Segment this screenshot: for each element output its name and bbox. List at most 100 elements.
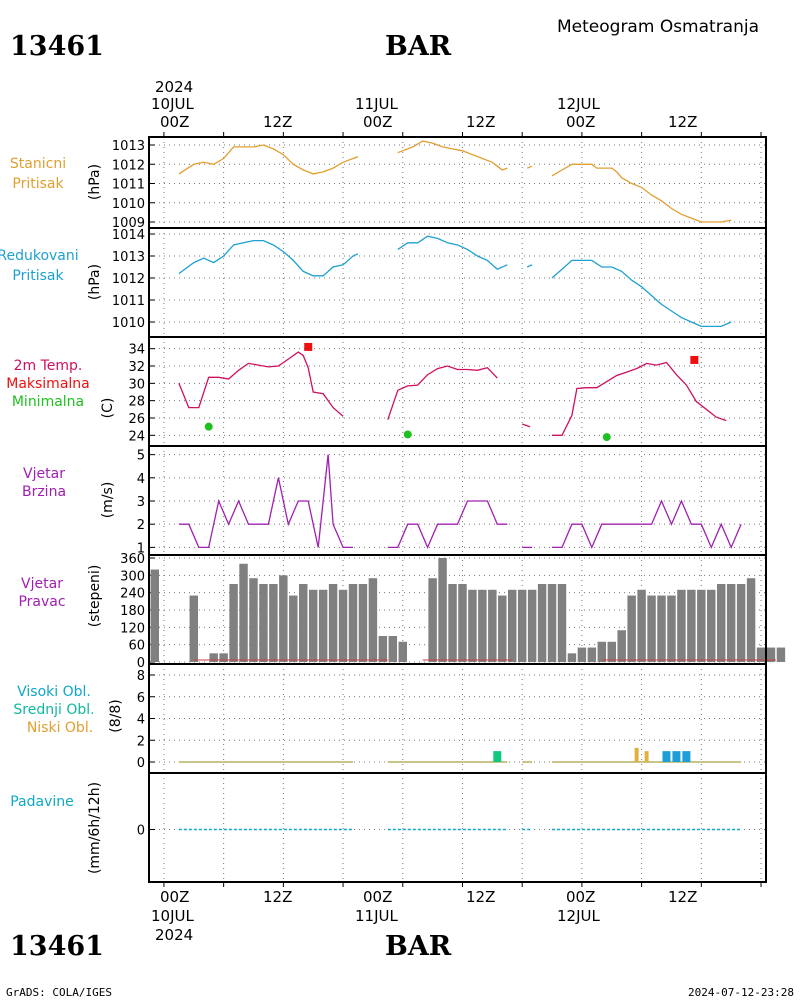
wind-dir-bar — [209, 653, 218, 662]
wind-speed-label-2: Brzina — [22, 484, 66, 500]
y-tick-label: 240 — [120, 587, 145, 602]
y-tick-label: 6 — [137, 691, 145, 706]
temperature-line — [387, 365, 498, 420]
hour-label-bottom-6: 12Z — [668, 888, 697, 906]
wind-dir-bar — [687, 589, 696, 662]
wind-dir-bar — [537, 584, 547, 662]
wind-dir-bar — [736, 584, 746, 662]
panel-frame — [148, 336, 767, 447]
wind-dir-label-1: Vjetar — [21, 576, 63, 592]
wind-speed-line — [552, 499, 742, 550]
reduced-pressure-line — [178, 239, 359, 277]
pressure-unit: (hPa) — [87, 164, 103, 200]
temp-label-3: Minimalna — [12, 394, 84, 410]
wind-dir-bar — [289, 595, 298, 662]
station-name-bottom: BAR — [385, 931, 452, 962]
y-tick-label: 2 — [137, 734, 145, 749]
wind-dir-bar — [308, 589, 318, 662]
wind-speed-line — [387, 500, 508, 550]
wind-dir-bar — [746, 578, 756, 662]
reduced-pressure-line — [526, 264, 533, 268]
y-tick-label: 1011 — [112, 178, 145, 193]
y-tick-label: 3 — [137, 495, 145, 510]
hour-label-bottom-3: 00Z — [363, 888, 392, 906]
temperature-line — [178, 351, 344, 417]
y-tick-label: 1010 — [112, 316, 145, 331]
day-label-top-2: 11JUL — [355, 95, 398, 113]
pressure-line — [551, 163, 732, 223]
wind-dir-bar — [567, 653, 577, 662]
hour-label-top-1: 00Z — [160, 113, 189, 131]
wind-dir-bar — [279, 575, 288, 662]
y-tick-label: 1013 — [112, 139, 145, 154]
wind-dir-bar — [647, 595, 656, 662]
y-tick-label: 1009 — [112, 216, 145, 231]
wind-dir-bar — [726, 584, 736, 662]
wind-dir-bar — [428, 578, 437, 662]
pressure-line — [178, 144, 359, 175]
station-id-bottom: 13461 — [10, 931, 104, 962]
start-year-bottom: 2024 — [155, 926, 193, 944]
wind-dir-bar — [368, 578, 378, 662]
y-tick-label: 0 — [137, 656, 145, 671]
wind-dir-bar — [488, 589, 497, 662]
wind-dir-bar — [597, 641, 607, 662]
panel-frame — [148, 445, 767, 556]
y-tick-label: 28 — [128, 395, 145, 410]
wind-dir-bar — [249, 578, 258, 662]
hour-label-top-4: 12Z — [466, 113, 495, 131]
y-tick-label: 4 — [137, 713, 145, 728]
reduced-unit: (hPa) — [87, 264, 103, 300]
wind-dir-bar — [577, 647, 587, 662]
y-tick-label: 1012 — [112, 272, 145, 287]
min-temp-marker — [403, 430, 412, 439]
wind-dir-bar — [547, 584, 557, 662]
max-temp-marker — [690, 355, 699, 364]
cloud-bar — [662, 751, 671, 762]
temp-unit: (C) — [100, 398, 116, 419]
wind-speed-label-1: Vjetar — [23, 466, 65, 482]
wind-dir-bar — [627, 595, 636, 662]
wind-dir-bar — [478, 589, 487, 662]
wind-dir-bar — [657, 595, 666, 662]
wind-dir-bar — [338, 589, 348, 662]
wind-dir-bar — [776, 647, 786, 662]
wind-speed-unit: (m/s) — [100, 482, 116, 519]
credit-text: GrADS: COLA/IGES — [6, 986, 112, 999]
wind-dir-bar — [716, 584, 726, 662]
y-tick-label: 1011 — [112, 294, 145, 309]
y-tick-label: 5 — [137, 449, 145, 464]
wind-dir-bar — [398, 641, 407, 662]
start-year-top: 2024 — [155, 78, 193, 96]
reduced-pressure-line — [397, 235, 508, 270]
wind-dir-bar — [348, 584, 358, 662]
precip-label: Padavine — [10, 794, 74, 810]
wind-dir-bar — [498, 595, 507, 662]
y-tick-label: 24 — [128, 429, 145, 444]
wind-dir-unit: (stepeni) — [87, 565, 103, 628]
wind-dir-bar — [508, 589, 517, 662]
wind-dir-bar — [239, 563, 248, 662]
temp-label-1: 2m Temp. — [14, 358, 83, 374]
day-label-bottom-3: 12JUL — [557, 907, 600, 925]
wind-dir-bar — [697, 589, 706, 662]
reduced-label-2: Pritisak — [12, 268, 64, 284]
y-tick-label: 26 — [128, 412, 145, 427]
cloud-bar — [672, 751, 681, 762]
wind-dir-bar — [259, 584, 268, 662]
wind-dir-bar — [587, 647, 597, 662]
wind-dir-bar — [448, 584, 457, 662]
y-tick-label: 0 — [137, 756, 145, 771]
wind-dir-bar — [458, 584, 467, 662]
y-tick-label: 34 — [128, 343, 145, 358]
timestamp-text: 2024-07-12-23:28 — [688, 986, 794, 999]
wind-dir-bar — [766, 647, 776, 662]
min-temp-marker — [602, 433, 611, 442]
clouds-label-2: Srednji Obl. — [13, 702, 94, 718]
hour-label-top-5: 00Z — [566, 113, 595, 131]
wind-dir-bar — [756, 647, 766, 662]
wind-dir-bar — [667, 595, 676, 662]
y-tick-label: 120 — [120, 621, 145, 636]
wind-dir-bar — [677, 589, 686, 662]
hour-label-bottom-5: 00Z — [566, 888, 595, 906]
